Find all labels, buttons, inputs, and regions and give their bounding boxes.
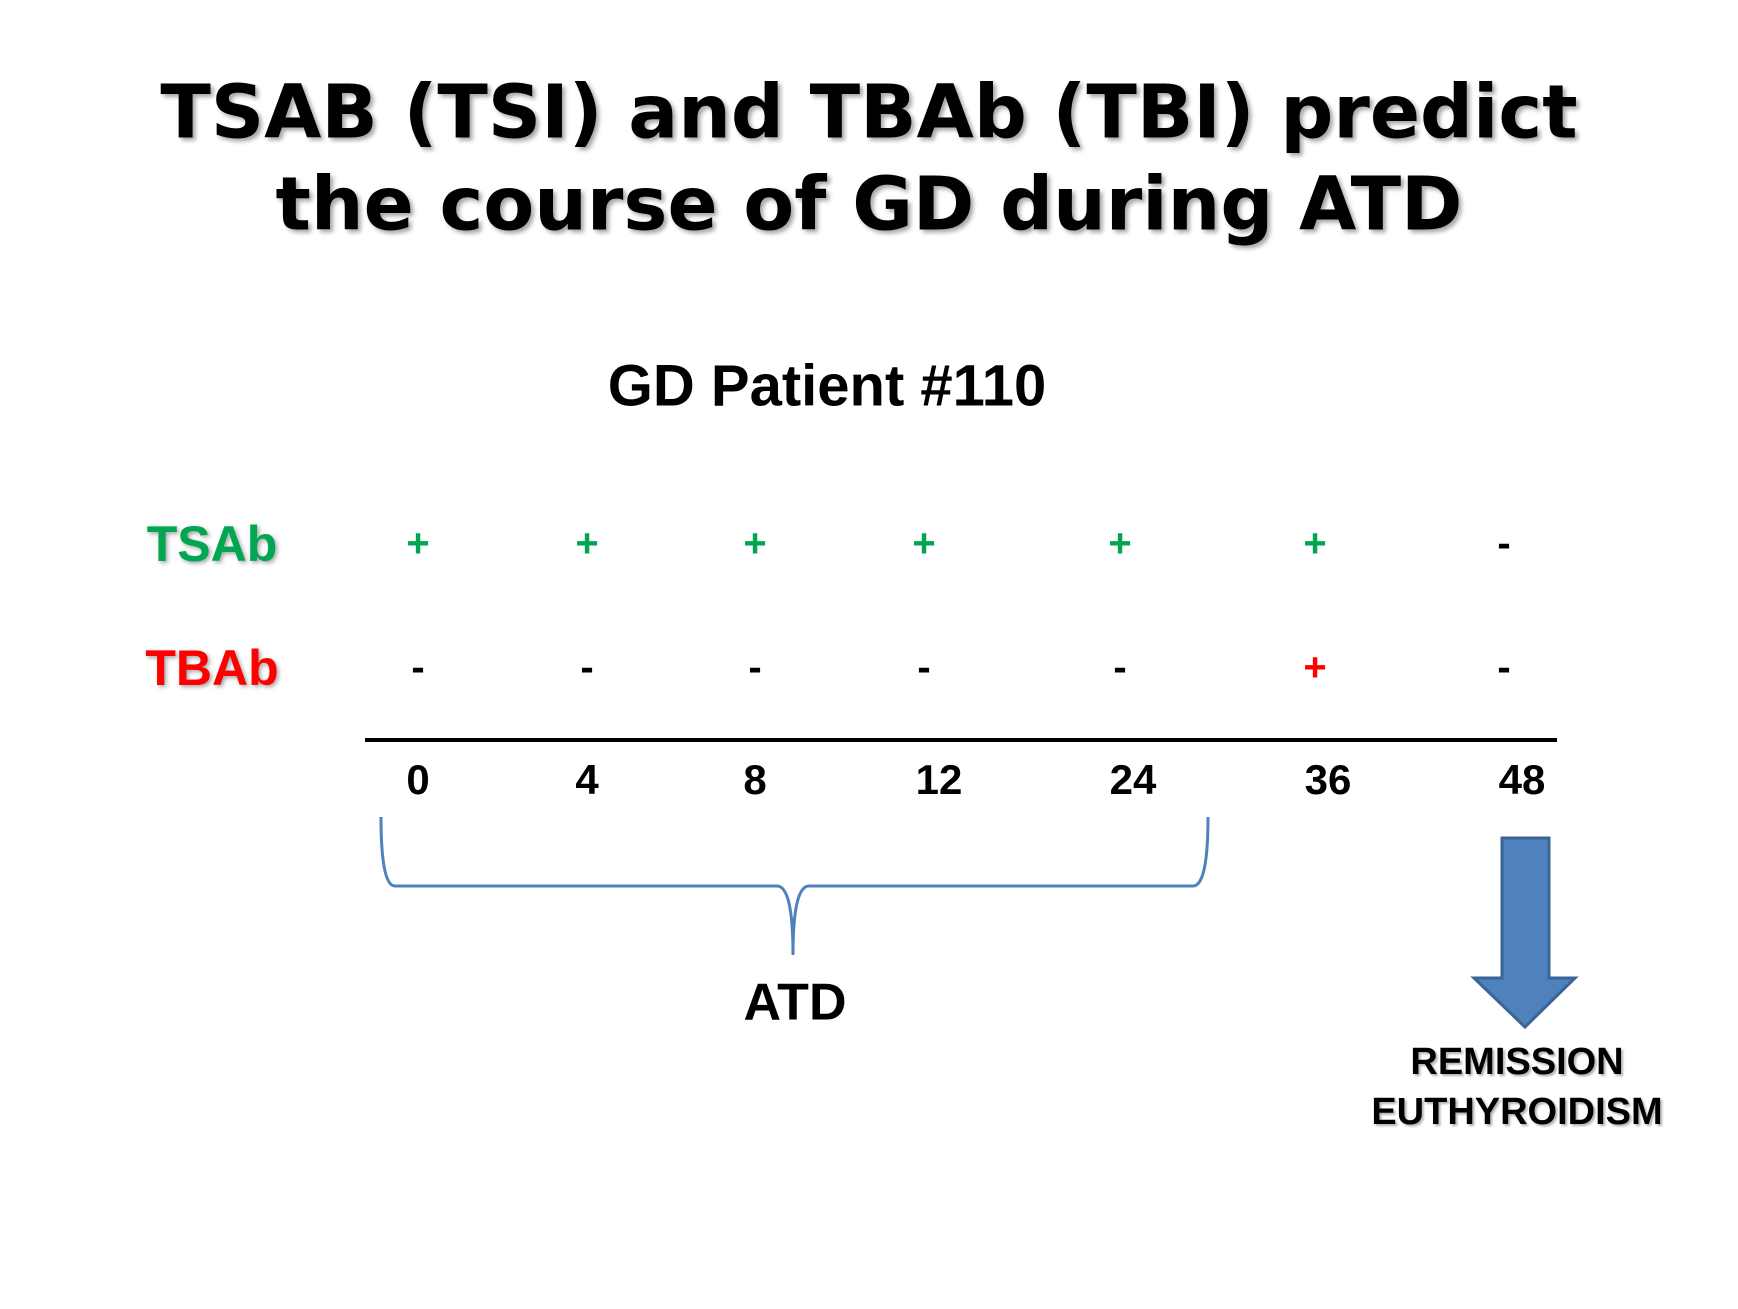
title-line: TSAB (TSI) and TBAb (TBI) predict xyxy=(160,70,1577,156)
cell: - xyxy=(1497,522,1510,566)
timepoint: 36 xyxy=(1305,756,1352,803)
cell: - xyxy=(1497,646,1510,690)
timepoint: 24 xyxy=(1110,756,1157,803)
timepoint: 8 xyxy=(743,756,766,803)
row-label: TBAb xyxy=(145,640,278,696)
row-label: TSAb xyxy=(147,516,278,572)
cell: + xyxy=(1303,522,1326,566)
outcome-line: REMISSION xyxy=(1410,1041,1623,1083)
timepoint: 4 xyxy=(575,756,599,803)
subtitle: GD Patient #110 xyxy=(608,353,1046,418)
cell: + xyxy=(1303,646,1326,690)
cell: - xyxy=(917,646,930,690)
brace-label: ATD xyxy=(743,974,846,1032)
cell: + xyxy=(1108,522,1131,566)
title-line: the course of GD during ATD xyxy=(276,162,1463,248)
arrow xyxy=(1470,836,1579,1030)
outcome-line: EUTHYROIDISM xyxy=(1371,1091,1662,1133)
cell: + xyxy=(912,522,935,566)
timepoint: 48 xyxy=(1499,756,1546,803)
cell: + xyxy=(406,522,429,566)
cell: + xyxy=(743,522,766,566)
brace xyxy=(379,816,1210,956)
timepoint: 0 xyxy=(406,756,429,803)
timepoint: 12 xyxy=(916,756,963,803)
cell: - xyxy=(1113,646,1126,690)
cell: + xyxy=(575,522,598,566)
cell: - xyxy=(411,646,424,690)
cell: - xyxy=(580,646,593,690)
cell: - xyxy=(748,646,761,690)
